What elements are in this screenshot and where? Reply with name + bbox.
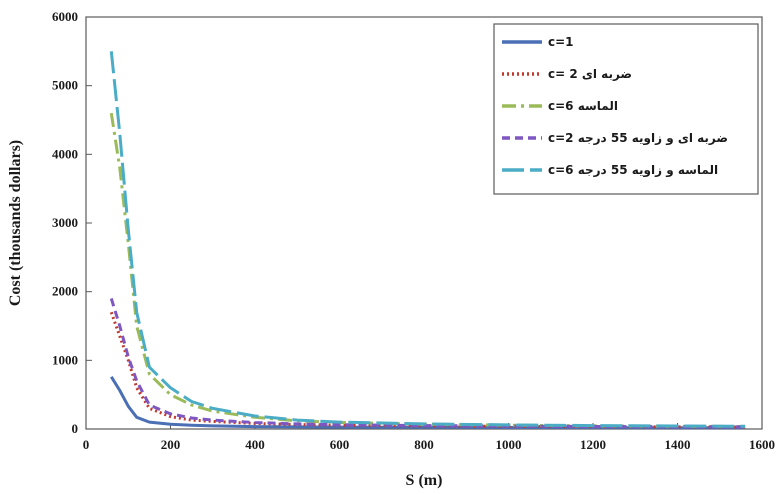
y-tick-label: 3000 <box>52 215 78 230</box>
x-tick-label: 0 <box>83 437 90 452</box>
y-tick-label: 4000 <box>52 146 78 161</box>
x-tick-label: 800 <box>414 437 434 452</box>
y-tick-label: 1000 <box>52 352 78 367</box>
series-line-1 <box>110 376 746 430</box>
x-tick-label: 200 <box>161 437 181 452</box>
y-tick-label: 6000 <box>52 9 78 24</box>
legend-label-3: c=6 الماسه <box>548 99 618 113</box>
x-tick-label: 1600 <box>749 437 775 452</box>
y-tick-label: 2000 <box>52 284 78 299</box>
y-axis-ticks: 0 1000 2000 3000 4000 5000 6000 <box>52 9 92 436</box>
series-line-4 <box>109 298 746 429</box>
series-layer <box>109 51 746 430</box>
x-tick-label: 400 <box>245 437 265 452</box>
x-tick-label: 600 <box>330 437 350 452</box>
legend: c=1 c= 2 ضربه ای c=6 الماسه c=2 ضربه ای و ز… <box>493 23 759 195</box>
x-tick-label: 1000 <box>496 437 522 452</box>
y-axis-title: Cost (thousands dollars) <box>7 140 24 306</box>
legend-label-1: c=1 <box>548 35 574 49</box>
y-tick-label: 0 <box>72 421 79 436</box>
legend-box <box>493 23 759 195</box>
x-tick-label: 1400 <box>665 437 691 452</box>
x-tick-label: 1200 <box>580 437 606 452</box>
y-tick-label: 5000 <box>52 78 78 93</box>
series-line-5 <box>109 51 746 428</box>
legend-label-4: c=2 ضربه ای و زاویه 55 درجه <box>548 131 728 146</box>
legend-label-5: c=6 الماسه و زاویه 55 درجه <box>548 163 718 178</box>
legend-label-2: c= 2 ضربه ای <box>548 67 632 81</box>
x-axis-title: S (m) <box>406 472 443 489</box>
x-axis-ticks: 0 200 400 600 800 1000 1200 1400 1600 <box>83 423 775 452</box>
